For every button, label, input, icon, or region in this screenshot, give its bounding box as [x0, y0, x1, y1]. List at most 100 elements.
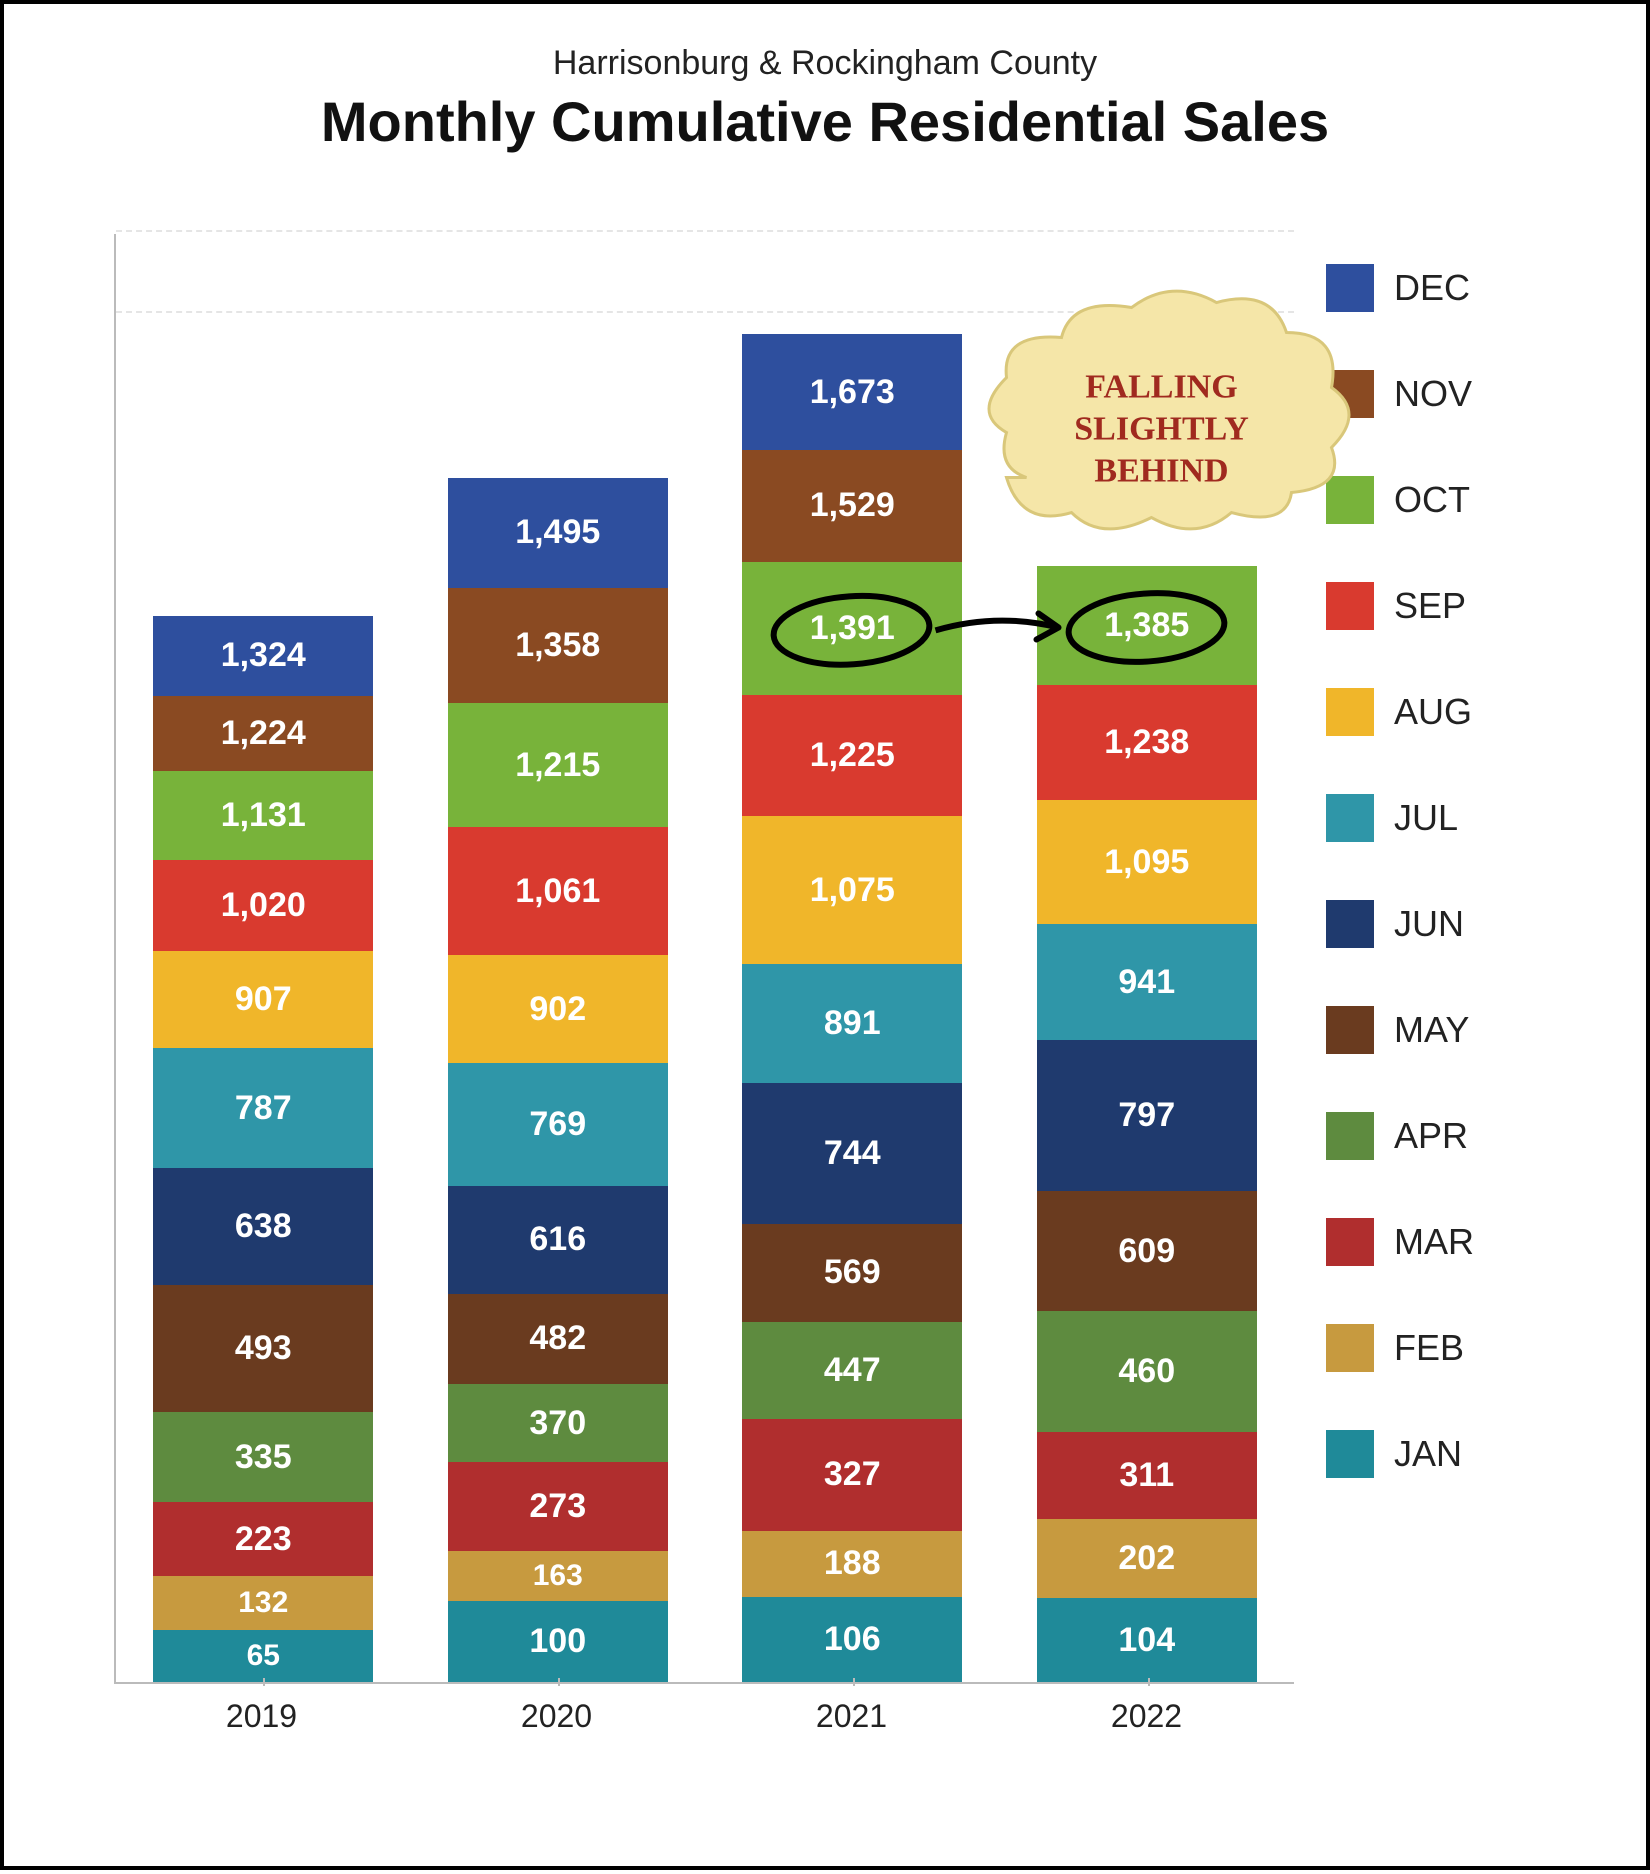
- segment: 65: [153, 1630, 373, 1682]
- segment: 787: [153, 1048, 373, 1168]
- legend-swatch: [1326, 264, 1374, 312]
- legend-swatch: [1326, 582, 1374, 630]
- bar-2022: 1042023114606097979411,0951,2381,385: [1037, 566, 1257, 1682]
- legend-item: JAN: [1326, 1430, 1586, 1478]
- legend-item: APR: [1326, 1112, 1586, 1160]
- segment: 106: [742, 1597, 962, 1682]
- segment: 100: [448, 1601, 668, 1682]
- segment: 311: [1037, 1432, 1257, 1520]
- x-label: 2019: [152, 1684, 372, 1735]
- legend-label: JAN: [1394, 1433, 1462, 1475]
- segment: 744: [742, 1083, 962, 1224]
- x-axis: 2019 2020 2021 2022: [114, 1684, 1294, 1764]
- legend-label: DEC: [1394, 267, 1470, 309]
- x-label: 2021: [742, 1684, 962, 1735]
- segment: 1,224: [153, 696, 373, 771]
- legend-swatch: [1326, 1006, 1374, 1054]
- segment: 273: [448, 1462, 668, 1551]
- segment: 447: [742, 1322, 962, 1419]
- x-label: 2022: [1037, 1684, 1257, 1735]
- legend-label: OCT: [1394, 479, 1470, 521]
- segment: 941: [1037, 924, 1257, 1040]
- segment: 1,225: [742, 695, 962, 816]
- gridline: [116, 230, 1294, 232]
- legend-label: APR: [1394, 1115, 1468, 1157]
- segment: 1,495: [448, 478, 668, 588]
- legend-swatch: [1326, 370, 1374, 418]
- legend-item: JUN: [1326, 900, 1586, 948]
- chart-frame: Harrisonburg & Rockingham County Monthly…: [0, 0, 1650, 1870]
- legend-item: AUG: [1326, 688, 1586, 736]
- legend-item: SEP: [1326, 582, 1586, 630]
- segment: 1,131: [153, 771, 373, 860]
- x-label: 2020: [447, 1684, 667, 1735]
- segment: 1,391: [742, 562, 962, 696]
- segment: 1,075: [742, 816, 962, 964]
- segment: 616: [448, 1186, 668, 1294]
- segment: 1,061: [448, 827, 668, 955]
- segment: 1,673: [742, 334, 962, 450]
- segment: 335: [153, 1412, 373, 1502]
- chart-subtitle: Harrisonburg & Rockingham County: [4, 44, 1646, 83]
- segment: 1,215: [448, 703, 668, 827]
- plot-area: 651322233354936387879071,0201,1311,2241,…: [114, 234, 1294, 1684]
- legend-swatch: [1326, 476, 1374, 524]
- segment: 104: [1037, 1598, 1257, 1682]
- segment: 1,020: [153, 860, 373, 951]
- legend: DEC NOV OCT SEP AUG JUL JUN MAY APR MAR FEB JAN: [1326, 264, 1586, 1478]
- segment: 223: [153, 1502, 373, 1575]
- legend-item: MAY: [1326, 1006, 1586, 1054]
- legend-label: JUL: [1394, 797, 1458, 839]
- segment: 1,324: [153, 616, 373, 697]
- legend-item: OCT: [1326, 476, 1586, 524]
- legend-label: FEB: [1394, 1327, 1464, 1369]
- legend-item: DEC: [1326, 264, 1586, 312]
- segment: 1,095: [1037, 800, 1257, 924]
- legend-label: MAY: [1394, 1009, 1469, 1051]
- legend-label: SEP: [1394, 585, 1466, 627]
- legend-item: NOV: [1326, 370, 1586, 418]
- legend-label: AUG: [1394, 691, 1472, 733]
- segment: 132: [153, 1576, 373, 1630]
- legend-label: JUN: [1394, 903, 1464, 945]
- segment: 493: [153, 1285, 373, 1412]
- segment: 638: [153, 1168, 373, 1285]
- segment: 460: [1037, 1311, 1257, 1431]
- segment: 902: [448, 955, 668, 1062]
- legend-label: MAR: [1394, 1221, 1474, 1263]
- bar-2020: 1001632733704826167699021,0611,2151,3581…: [448, 478, 668, 1682]
- segment: 188: [742, 1531, 962, 1597]
- legend-label: NOV: [1394, 373, 1472, 415]
- legend-swatch: [1326, 1218, 1374, 1266]
- segment: 482: [448, 1294, 668, 1384]
- segment: 327: [742, 1419, 962, 1531]
- chart-title: Monthly Cumulative Residential Sales: [4, 89, 1646, 154]
- bar-2019: 651322233354936387879071,0201,1311,2241,…: [153, 616, 373, 1682]
- segment: 797: [1037, 1040, 1257, 1191]
- legend-item: JUL: [1326, 794, 1586, 842]
- segment: 609: [1037, 1191, 1257, 1311]
- segment: 1,529: [742, 450, 962, 561]
- legend-swatch: [1326, 900, 1374, 948]
- chart-area: 651322233354936387879071,0201,1311,2241,…: [114, 234, 1294, 1764]
- legend-swatch: [1326, 1112, 1374, 1160]
- segment: 569: [742, 1224, 962, 1322]
- segment: 1,238: [1037, 685, 1257, 800]
- gridline: [116, 311, 1294, 313]
- segment: 769: [448, 1063, 668, 1186]
- segment: 163: [448, 1551, 668, 1602]
- legend-swatch: [1326, 1324, 1374, 1372]
- bars-container: 651322233354936387879071,0201,1311,2241,…: [116, 234, 1294, 1682]
- legend-item: MAR: [1326, 1218, 1586, 1266]
- title-block: Harrisonburg & Rockingham County Monthly…: [4, 4, 1646, 154]
- segment: 202: [1037, 1519, 1257, 1598]
- legend-swatch: [1326, 1430, 1374, 1478]
- segment: 891: [742, 964, 962, 1082]
- segment: 907: [153, 951, 373, 1048]
- legend-swatch: [1326, 794, 1374, 842]
- segment: 370: [448, 1384, 668, 1462]
- bar-2021: 1061883274475697448911,0751,2251,3911,52…: [742, 334, 962, 1682]
- legend-swatch: [1326, 688, 1374, 736]
- legend-item: FEB: [1326, 1324, 1586, 1372]
- segment: 1,385: [1037, 566, 1257, 684]
